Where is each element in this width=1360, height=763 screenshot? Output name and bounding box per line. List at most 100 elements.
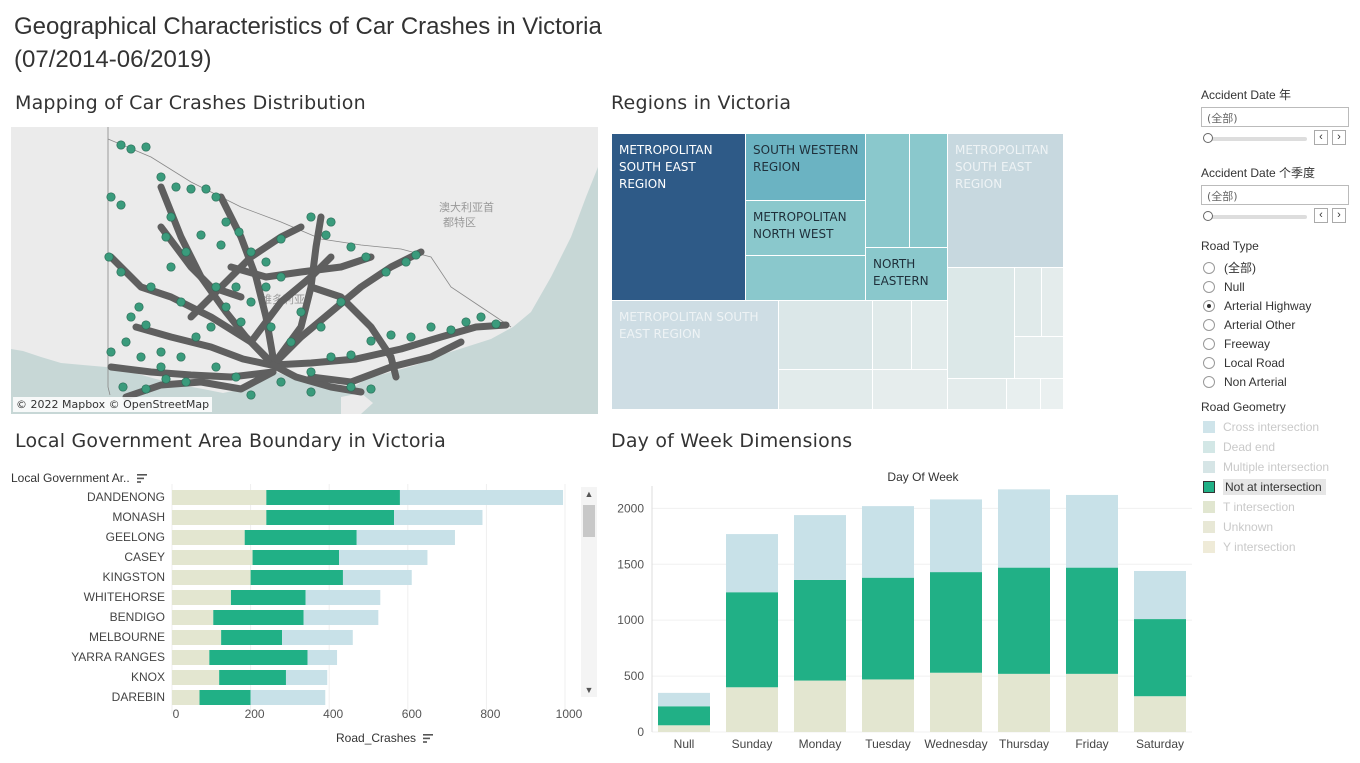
crash-point[interactable]: [306, 212, 316, 222]
crash-point[interactable]: [221, 302, 231, 312]
crash-point[interactable]: [266, 322, 276, 332]
crash-distribution-map[interactable]: 澳大利亚首 都特区 维多利亚 © 2022 Mapbox © OpenStree…: [11, 127, 598, 414]
lga-category-label[interactable]: KNOX: [131, 670, 165, 684]
crash-point[interactable]: [186, 184, 196, 194]
crash-point[interactable]: [126, 144, 136, 154]
year-next-icon[interactable]: ›: [1332, 130, 1346, 145]
map-attribution[interactable]: © 2022 Mapbox © OpenStreetMap: [13, 397, 213, 412]
crash-point[interactable]: [231, 372, 241, 382]
crash-point[interactable]: [156, 172, 166, 182]
dow-bar-segment[interactable]: [1134, 570, 1186, 620]
dow-bar-segment[interactable]: [930, 672, 982, 732]
treemap-cell-minor[interactable]: [1041, 267, 1064, 337]
crash-point[interactable]: [141, 142, 151, 152]
dow-bar-segment[interactable]: [862, 679, 914, 732]
crash-point[interactable]: [221, 217, 231, 227]
scroll-thumb[interactable]: [583, 505, 595, 537]
treemap-cell-minor[interactable]: [872, 369, 948, 410]
treemap-cell-minor[interactable]: [911, 300, 948, 370]
regions-treemap[interactable]: METROPOLITAN SOUTH EAST REGION SOUTH WES…: [611, 133, 1064, 410]
crash-point[interactable]: [231, 282, 241, 292]
road-type-option[interactable]: Freeway: [1201, 334, 1351, 353]
treemap-cell-teal-b[interactable]: [909, 133, 948, 248]
lga-bar-segment[interactable]: [282, 630, 353, 645]
road-geometry-legend-item[interactable]: Multiple intersection: [1201, 457, 1351, 477]
dow-bar-segment[interactable]: [794, 579, 846, 681]
treemap-cell-minor[interactable]: [778, 300, 873, 370]
crash-point[interactable]: [121, 337, 131, 347]
crash-point[interactable]: [211, 282, 221, 292]
radio-icon[interactable]: [1203, 337, 1215, 350]
lga-bar-segment[interactable]: [307, 650, 338, 665]
crash-point[interactable]: [276, 377, 286, 387]
crash-point[interactable]: [116, 267, 126, 277]
crash-point[interactable]: [346, 242, 356, 252]
road-type-option[interactable]: Null: [1201, 277, 1351, 296]
lga-bar-segment[interactable]: [172, 530, 245, 545]
dow-category-label[interactable]: Tuesday: [865, 737, 911, 751]
lga-category-label[interactable]: DAREBIN: [112, 690, 165, 704]
treemap-cell-metro-north-west[interactable]: METROPOLITAN NORTH WEST: [745, 200, 866, 256]
scroll-down-icon[interactable]: ▼: [584, 685, 594, 695]
crash-point[interactable]: [246, 247, 256, 257]
treemap-cell-minor[interactable]: [947, 267, 1015, 379]
crash-point[interactable]: [166, 212, 176, 222]
crash-point[interactable]: [176, 352, 186, 362]
year-slider-handle[interactable]: [1203, 133, 1213, 143]
lga-bar-segment[interactable]: [342, 570, 412, 585]
crash-point[interactable]: [161, 374, 171, 384]
lga-dimension-header[interactable]: Local Government Ar..: [11, 471, 148, 485]
lga-bar-segment[interactable]: [266, 490, 400, 505]
quarter-slider[interactable]: ‹ ›: [1201, 207, 1351, 225]
crash-point[interactable]: [401, 257, 411, 267]
lga-bar-segment[interactable]: [250, 690, 326, 705]
lga-category-label[interactable]: BENDIGO: [110, 610, 165, 624]
crash-point[interactable]: [366, 384, 376, 394]
lga-bar-segment[interactable]: [172, 570, 251, 585]
dow-bar-segment[interactable]: [658, 706, 710, 726]
crash-point[interactable]: [446, 325, 456, 335]
radio-icon[interactable]: [1203, 375, 1215, 388]
crash-point[interactable]: [181, 377, 191, 387]
crash-point[interactable]: [321, 230, 331, 240]
radio-icon[interactable]: [1203, 280, 1215, 293]
day-of-week-chart[interactable]: Day Of Week 0 500 1000 1500 2000 Null Sunday Mon…: [600, 466, 1200, 763]
crash-point[interactable]: [234, 227, 244, 237]
lga-bar-segment[interactable]: [285, 670, 328, 685]
crash-point[interactable]: [306, 387, 316, 397]
dow-bar-segment[interactable]: [998, 489, 1050, 568]
crash-point[interactable]: [146, 282, 156, 292]
crash-point[interactable]: [176, 297, 186, 307]
crash-point[interactable]: [286, 337, 296, 347]
treemap-cell-teal-small[interactable]: [745, 255, 866, 301]
lga-bar-segment[interactable]: [172, 590, 231, 605]
lga-bar-segment[interactable]: [394, 510, 483, 525]
lga-bar-segment[interactable]: [172, 670, 220, 685]
lga-category-label[interactable]: CASEY: [124, 550, 165, 564]
radio-icon[interactable]: [1203, 261, 1215, 274]
lga-category-label[interactable]: MONASH: [112, 510, 165, 524]
crash-point[interactable]: [156, 362, 166, 372]
lga-bar-segment[interactable]: [172, 690, 200, 705]
dow-bar-segment[interactable]: [1134, 696, 1186, 732]
crash-point[interactable]: [196, 230, 206, 240]
treemap-cell-minor[interactable]: [872, 300, 912, 370]
dow-bar-segment[interactable]: [726, 687, 778, 732]
treemap-cell-minor[interactable]: [1014, 336, 1064, 379]
dow-bar-segment[interactable]: [726, 534, 778, 593]
dow-bar-segment[interactable]: [658, 692, 710, 707]
lga-bar-segment[interactable]: [399, 490, 564, 505]
lga-category-label[interactable]: DANDENONG: [87, 490, 165, 504]
crash-point[interactable]: [206, 322, 216, 332]
lga-bar-segment[interactable]: [172, 630, 222, 645]
crash-point[interactable]: [411, 250, 421, 260]
crash-point[interactable]: [236, 317, 246, 327]
crash-point[interactable]: [116, 140, 126, 150]
lga-bar-segment[interactable]: [172, 650, 210, 665]
quarter-next-icon[interactable]: ›: [1332, 208, 1346, 223]
crash-point[interactable]: [386, 330, 396, 340]
dow-category-label[interactable]: Friday: [1075, 737, 1108, 751]
crash-point[interactable]: [461, 317, 471, 327]
dow-bar-segment[interactable]: [658, 725, 710, 732]
road-geometry-legend-item[interactable]: T intersection: [1201, 497, 1351, 517]
